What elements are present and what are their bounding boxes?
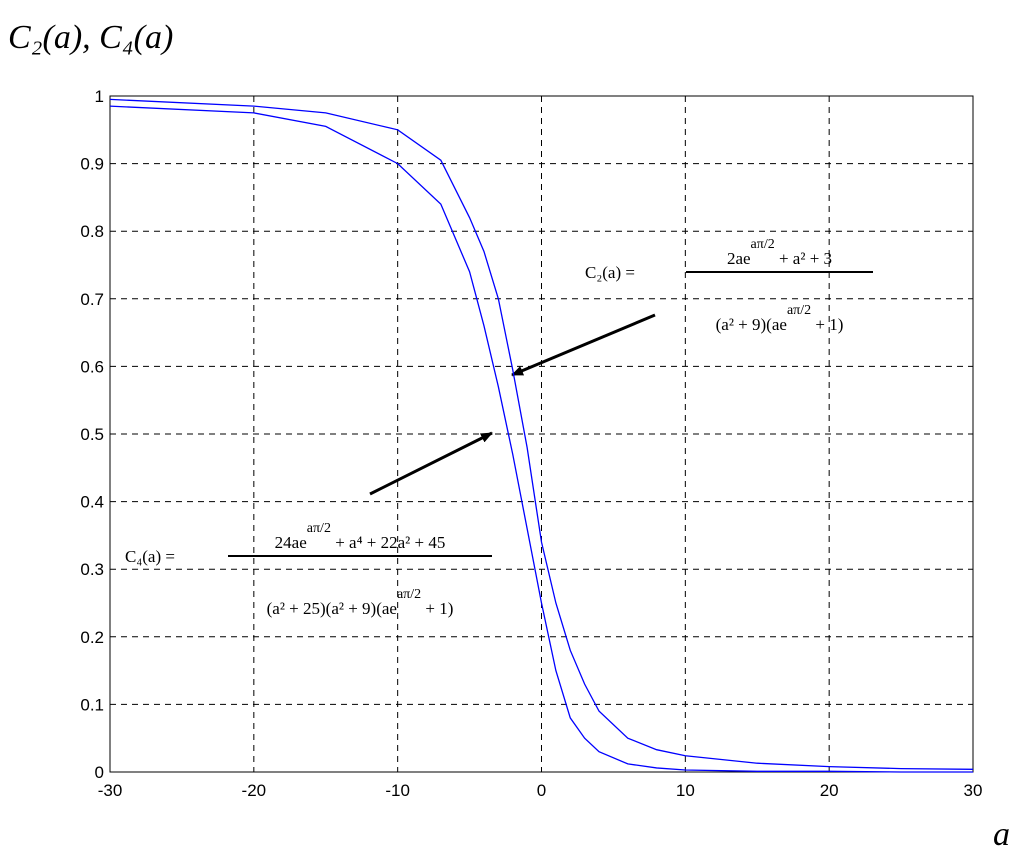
y-tick-label: 1	[95, 87, 104, 106]
formula-part: aπ/2	[397, 587, 421, 602]
formula-part: aπ/2	[787, 303, 811, 318]
y-tick-label: 0.4	[80, 493, 104, 512]
plot-frame	[109, 95, 974, 773]
y-tick-label: 0.6	[80, 357, 104, 376]
y-tick-label: 0.2	[80, 628, 104, 647]
formula-part: aπ/2	[307, 521, 331, 536]
x-tick-label: 10	[676, 781, 695, 800]
formula-part: (a² + 25)(a² + 9)(ae	[267, 599, 397, 618]
y-tick-label: 0.1	[80, 695, 104, 714]
formula-numerator: 24aeaπ/2 + a⁴ + 22a² + 45	[275, 521, 446, 552]
x-tick-label: 20	[820, 781, 839, 800]
y-tick-label: 0.3	[80, 560, 104, 579]
line	[109, 105, 973, 773]
y-tick-label: 0	[95, 763, 104, 782]
x-tick-label: 0	[537, 781, 546, 800]
formula-part: aπ/2	[751, 237, 775, 252]
x-tick-label: -30	[98, 781, 123, 800]
y-tick-label: 0.7	[80, 290, 104, 309]
y-tick-label: 0.8	[80, 222, 104, 241]
formula-denominator: (a² + 25)(a² + 9)(aeaπ/2 + 1)	[267, 587, 454, 618]
x-axis-label: a	[993, 816, 1010, 853]
y-tick-label: 0.9	[80, 155, 104, 174]
formula-part: 24ae	[275, 533, 307, 552]
formula-part: (a² + 9)(ae	[716, 315, 787, 334]
formula-part: + 1)	[811, 315, 843, 334]
formula-part: + a⁴ + 22a² + 45	[331, 533, 445, 552]
y-tick-label: 0.5	[80, 425, 104, 444]
x-tick-label: -10	[385, 781, 410, 800]
formula-lhs: C₄(a) =	[125, 547, 175, 566]
formula-numerator: 2aeaπ/2 + a² + 3	[727, 237, 832, 268]
formula-part: + a² + 3	[775, 249, 832, 268]
arrow	[511, 313, 656, 377]
arrow	[369, 431, 493, 496]
chart-title: C₂(a), C₄(a)	[8, 19, 173, 56]
formula-part: + 1)	[421, 599, 453, 618]
formula-denominator: (a² + 9)(aeaπ/2 + 1)	[716, 303, 844, 334]
formula-part: 2ae	[727, 249, 751, 268]
line	[109, 98, 974, 770]
x-tick-label: 30	[964, 781, 983, 800]
formula-lhs: C₂(a) =	[585, 263, 635, 282]
x-tick-label: -20	[242, 781, 267, 800]
